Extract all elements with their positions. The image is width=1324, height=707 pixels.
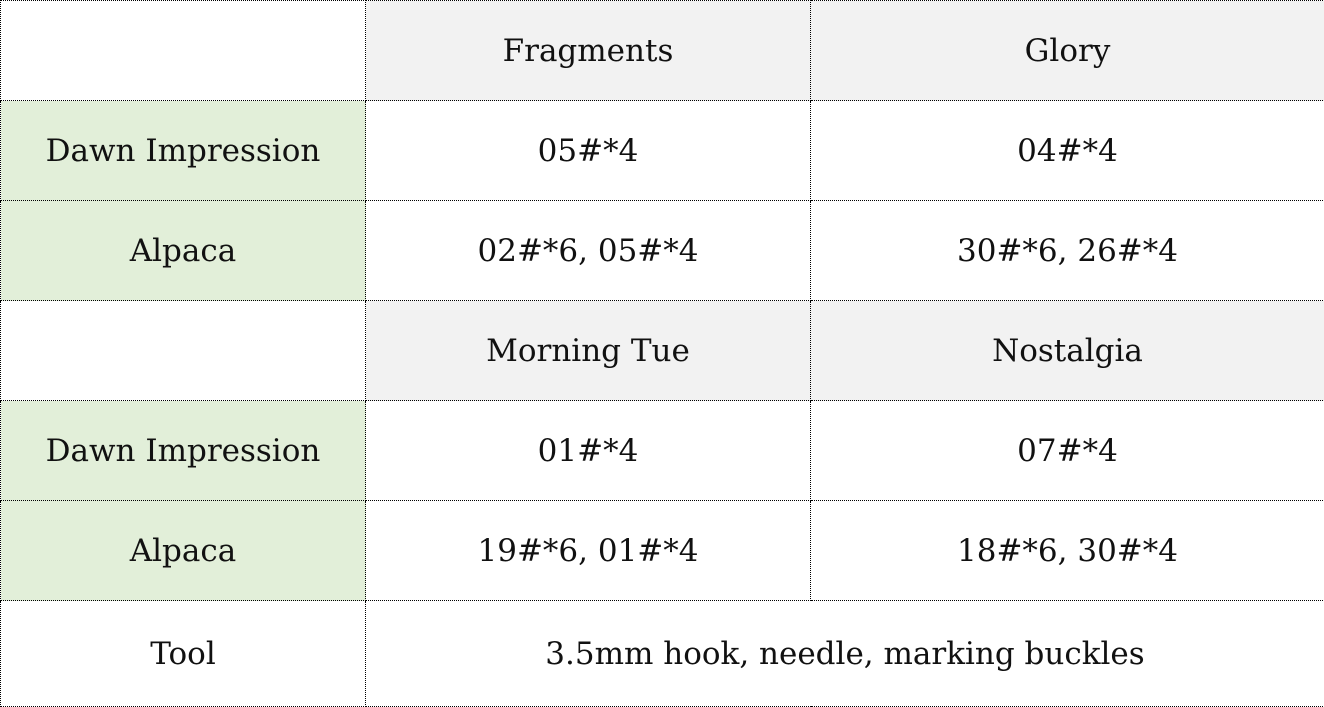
table-cell: 04#*4 <box>810 100 1324 201</box>
column-header: Nostalgia <box>810 300 1324 401</box>
table-cell: 01#*4 <box>365 400 811 501</box>
tool-label: Tool <box>0 600 366 707</box>
table-row: Alpaca 19#*6, 01#*4 18#*6, 30#*4 <box>0 500 1324 601</box>
row-label: Dawn Impression <box>0 400 366 501</box>
column-header: Morning Tue <box>365 300 811 401</box>
table-row: Alpaca 02#*6, 05#*4 30#*6, 26#*4 <box>0 200 1324 301</box>
column-header: Glory <box>810 0 1324 101</box>
empty-corner-cell <box>0 300 366 401</box>
table-cell: 02#*6, 05#*4 <box>365 200 811 301</box>
table-row: Dawn Impression 05#*4 04#*4 <box>0 100 1324 201</box>
row-label: Alpaca <box>0 200 366 301</box>
header-row: Morning Tue Nostalgia <box>0 300 1324 401</box>
table-cell: 19#*6, 01#*4 <box>365 500 811 601</box>
table-cell: 30#*6, 26#*4 <box>810 200 1324 301</box>
table-cell: 05#*4 <box>365 100 811 201</box>
table-cell: 18#*6, 30#*4 <box>810 500 1324 601</box>
table-cell: 07#*4 <box>810 400 1324 501</box>
column-header: Fragments <box>365 0 811 101</box>
row-label: Alpaca <box>0 500 366 601</box>
tool-row: Tool 3.5mm hook, needle, marking buckles <box>0 600 1324 707</box>
table-row: Dawn Impression 01#*4 07#*4 <box>0 400 1324 501</box>
header-row: Fragments Glory <box>0 0 1324 101</box>
row-label: Dawn Impression <box>0 100 366 201</box>
empty-corner-cell <box>0 0 366 101</box>
tool-value: 3.5mm hook, needle, marking buckles <box>365 600 1324 707</box>
